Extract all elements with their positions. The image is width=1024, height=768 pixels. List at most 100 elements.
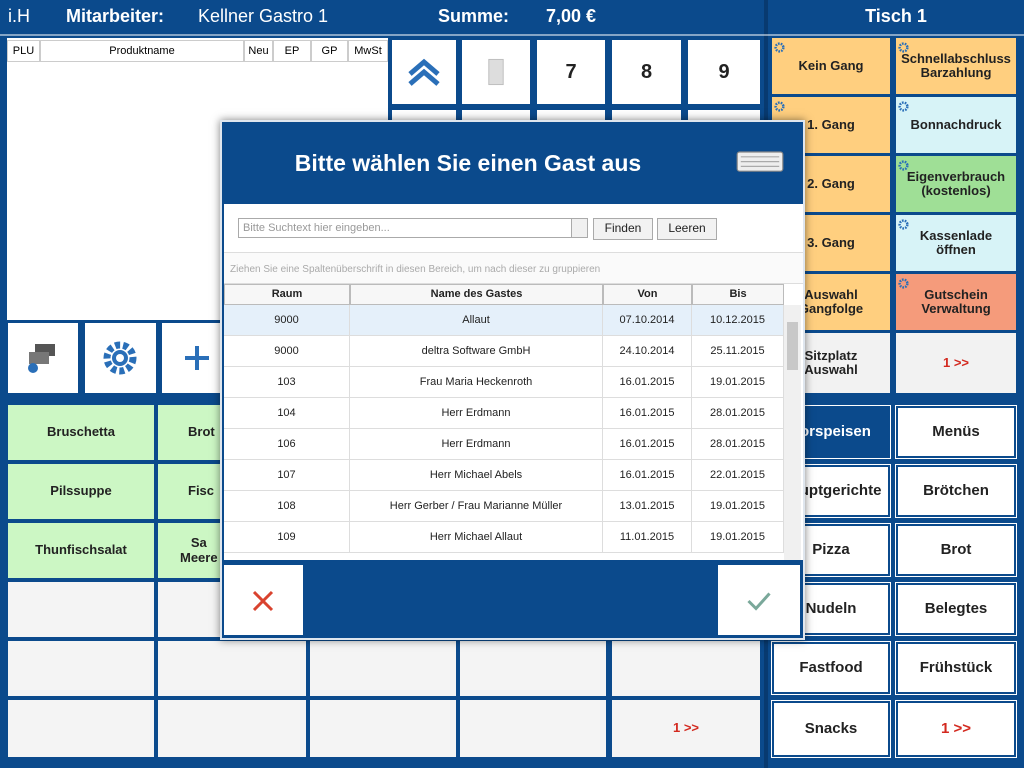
grid-cell[interactable]: 22.01.2015 — [692, 460, 784, 491]
product-button[interactable] — [158, 700, 306, 757]
column-header: PLU — [7, 40, 40, 62]
product-button[interactable] — [612, 641, 760, 696]
product-button[interactable] — [460, 641, 606, 696]
product-button[interactable]: Pilssuppe — [8, 464, 154, 519]
product-button[interactable] — [310, 700, 456, 757]
grid-cell[interactable]: 10.12.2015 — [692, 305, 784, 336]
category-button[interactable]: Brötchen — [895, 464, 1017, 518]
grid-cell[interactable]: 16.01.2015 — [603, 460, 692, 491]
scroll-thumb — [787, 322, 798, 370]
product-button[interactable] — [8, 700, 154, 757]
column-header: MwSt — [348, 40, 388, 62]
grid-cell[interactable]: Herr Gerber / Frau Marianne Müller — [350, 491, 603, 522]
header-line — [0, 34, 1024, 36]
grid-cell[interactable]: 28.01.2015 — [692, 398, 784, 429]
dialog-body: Bitte Suchtext hier eingeben... Finden Lee… — [224, 204, 803, 560]
category-button[interactable]: Snacks — [771, 700, 891, 758]
grid-cell[interactable]: 16.01.2015 — [603, 398, 692, 429]
product-button[interactable] — [8, 582, 154, 637]
keyboard-icon — [728, 140, 792, 188]
app-label: i.H — [8, 6, 30, 26]
search-input[interactable]: Bitte Suchtext hier eingeben... — [238, 218, 588, 238]
grid-cell[interactable]: 07.10.2014 — [603, 305, 692, 336]
sum-label: Summe: — [438, 6, 510, 26]
grid-header[interactable]: Von — [603, 284, 692, 305]
icon-up — [404, 52, 444, 92]
keypad-key[interactable]: 8 — [612, 40, 681, 104]
grid-cell[interactable]: 108 — [224, 491, 350, 522]
function-button[interactable]: Bonnachdruck — [896, 97, 1016, 153]
grid-cell[interactable]: Herr Michael Allaut — [350, 522, 603, 553]
grid-cell[interactable]: 28.01.2015 — [692, 429, 784, 460]
grid-cell[interactable]: Allaut — [350, 305, 603, 336]
keypad-key[interactable]: 9 — [688, 40, 760, 104]
grid-header[interactable]: Bis — [692, 284, 784, 305]
grid-header[interactable]: Name des Gastes — [350, 284, 603, 305]
grid-cell[interactable]: 19.01.2015 — [692, 522, 784, 553]
gear-icon — [898, 99, 909, 112]
confirm-icon — [744, 586, 774, 616]
grid-cell[interactable]: Herr Erdmann — [350, 398, 603, 429]
function-button[interactable]: Gutschein Verwaltung — [896, 274, 1016, 330]
grid-cell[interactable]: deltra Software GmbH — [350, 336, 603, 367]
grid-cell[interactable]: 104 — [224, 398, 350, 429]
gear-icon — [898, 158, 909, 171]
grid-cell[interactable]: Herr Erdmann — [350, 429, 603, 460]
category-button[interactable]: Frühstück — [895, 641, 1017, 695]
grid-cell[interactable]: 25.11.2015 — [692, 336, 784, 367]
employee-label: Mitarbeiter: — [66, 6, 165, 26]
grid-header[interactable]: Raum — [224, 284, 350, 305]
sum: 7,00 € — [546, 6, 597, 26]
keypad-key[interactable]: 7 — [537, 40, 605, 104]
grid-cell[interactable]: 9000 — [224, 336, 350, 367]
grid-cell[interactable]: 16.01.2015 — [603, 367, 692, 398]
grid-cell[interactable]: 24.10.2014 — [603, 336, 692, 367]
column-header: Produktname — [40, 40, 244, 62]
icon-add — [177, 338, 217, 378]
grid-cell[interactable]: 11.01.2015 — [603, 522, 692, 553]
product-button[interactable] — [8, 641, 154, 696]
product-button[interactable]: 1 >> — [612, 700, 760, 757]
confirm-button[interactable] — [718, 565, 800, 635]
grid-cell[interactable]: 109 — [224, 522, 350, 553]
grid-cell[interactable]: 107 — [224, 460, 350, 491]
grid-cell[interactable]: 13.01.2015 — [603, 491, 692, 522]
grid-cell[interactable]: 9000 — [224, 305, 350, 336]
product-button[interactable] — [460, 700, 606, 757]
dropdown-arrow — [571, 219, 587, 237]
category-button[interactable]: Menüs — [895, 405, 1017, 459]
grid-cell[interactable]: 19.01.2015 — [692, 367, 784, 398]
product-button[interactable] — [310, 641, 456, 696]
column-header: EP — [273, 40, 311, 62]
gear-icon — [774, 99, 785, 112]
clear-button[interactable]: Leeren — [657, 218, 717, 240]
grid-cell[interactable]: Herr Michael Abels — [350, 460, 603, 491]
function-button[interactable]: 1 >> — [896, 333, 1016, 393]
cancel-icon — [248, 586, 278, 616]
grid-cell[interactable]: 106 — [224, 429, 350, 460]
function-button[interactable]: Schnellabschluss Barzahlung — [896, 38, 1016, 94]
dialog-title: Bitte wählen Sie einen Gast aus — [294, 150, 642, 176]
gear-icon — [898, 217, 909, 230]
gear-icon — [898, 40, 909, 53]
find-button[interactable]: Finden — [593, 218, 653, 240]
category-button[interactable]: Fastfood — [771, 641, 891, 695]
function-button[interactable]: Kein Gang — [772, 38, 890, 94]
column-header: Neu — [244, 40, 273, 62]
product-button[interactable]: Bruschetta — [8, 405, 154, 460]
product-button[interactable]: Thunfischsalat — [8, 523, 154, 578]
employee: Kellner Gastro 1 — [198, 6, 329, 26]
category-button[interactable]: Brot — [895, 523, 1017, 577]
function-button[interactable]: Kassenlade öffnen — [896, 215, 1016, 271]
category-button[interactable]: 1 >> — [895, 700, 1017, 758]
product-button[interactable] — [158, 641, 306, 696]
grid-cell[interactable]: 16.01.2015 — [603, 429, 692, 460]
category-button[interactable]: Belegtes — [895, 582, 1017, 636]
grid-cell[interactable]: Frau Maria Heckenroth — [350, 367, 603, 398]
grid-cell[interactable]: 103 — [224, 367, 350, 398]
function-button[interactable]: Eigenverbrauch (kostenlos) — [896, 156, 1016, 212]
grid-cell[interactable]: 19.01.2015 — [692, 491, 784, 522]
search-placeholder: Bitte Suchtext hier eingeben... — [243, 222, 390, 234]
icon-printer — [478, 54, 514, 90]
